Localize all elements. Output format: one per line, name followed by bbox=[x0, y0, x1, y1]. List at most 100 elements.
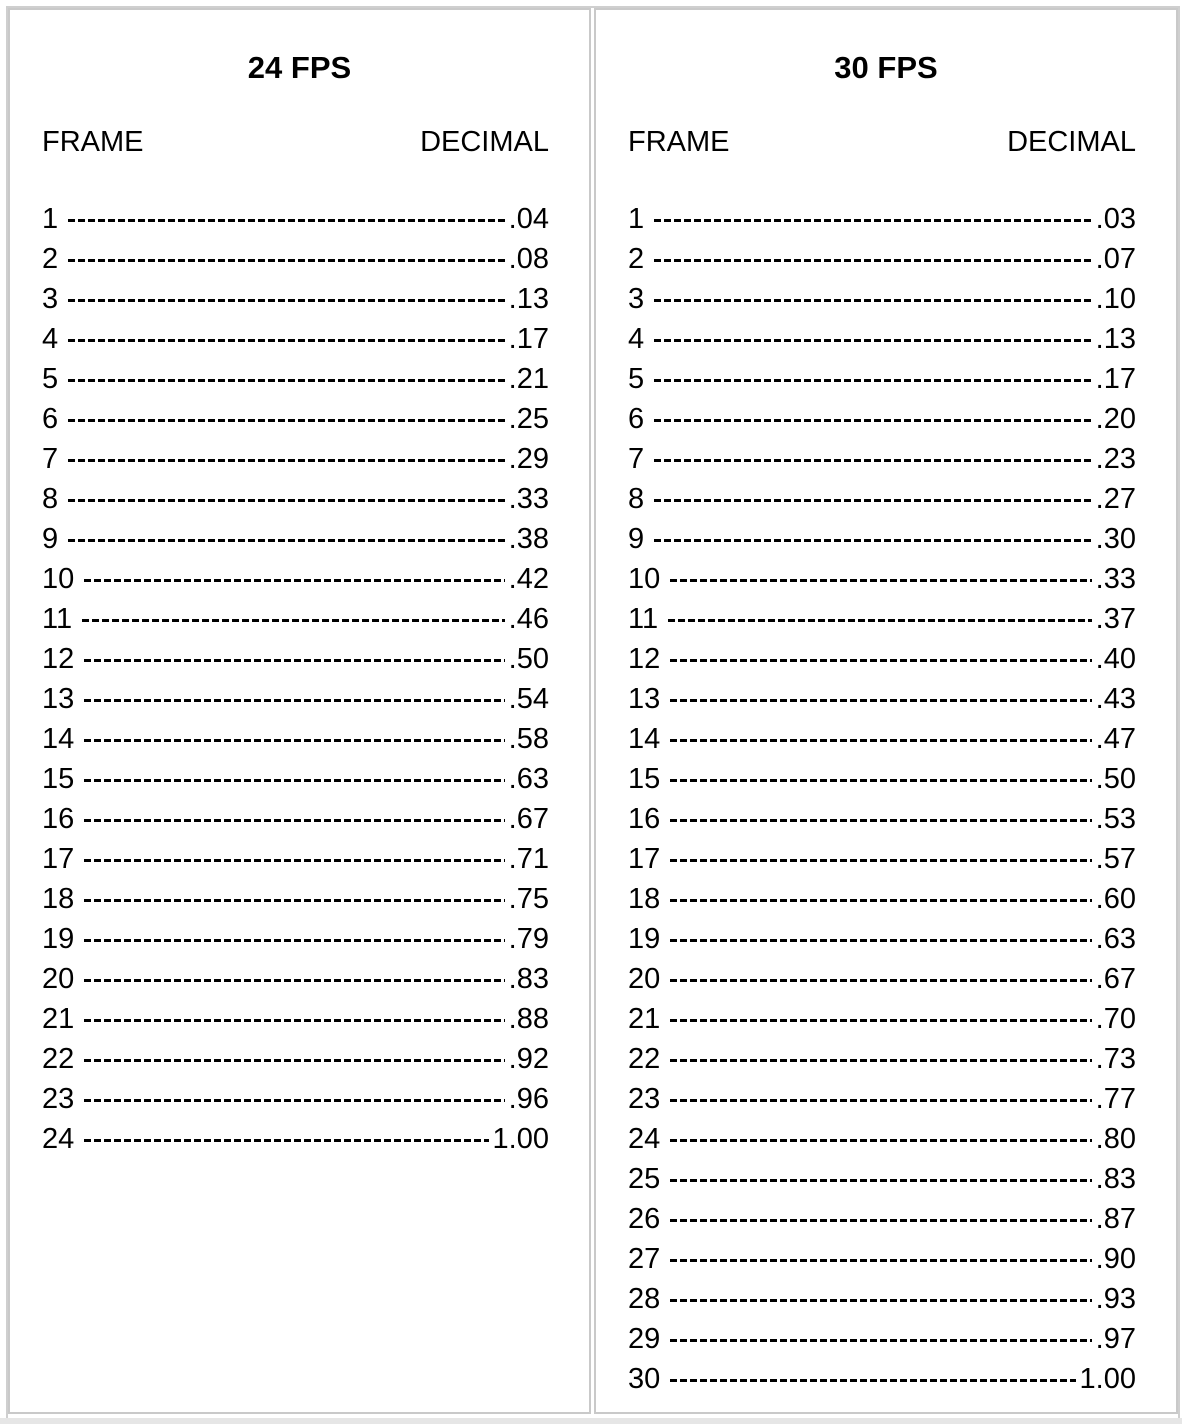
frame-number: 3 bbox=[42, 283, 59, 315]
dash-leader bbox=[654, 418, 1092, 422]
decimal-value: .07 bbox=[1095, 243, 1136, 275]
table-row: 13.54 bbox=[42, 679, 549, 719]
dash-leader bbox=[670, 1298, 1092, 1302]
frame-number: 5 bbox=[628, 363, 645, 395]
decimal-value: .17 bbox=[1095, 363, 1136, 395]
table-row: 21.88 bbox=[42, 999, 549, 1039]
dash-leader bbox=[670, 1018, 1092, 1022]
dash-leader bbox=[670, 978, 1092, 982]
decimal-value: .21 bbox=[508, 363, 549, 395]
frame-number: 5 bbox=[42, 363, 59, 395]
column-header-frame: FRAME bbox=[628, 126, 730, 158]
decimal-value: .33 bbox=[508, 483, 549, 515]
decimal-value: .08 bbox=[508, 243, 549, 275]
table-rows: 1.03 2.07 3.10 4.13 5.17 6.20 7.23 8.27 9.30 10.3… bbox=[628, 199, 1136, 1399]
decimal-value: .50 bbox=[1095, 763, 1136, 795]
frame-number: 27 bbox=[628, 1243, 661, 1275]
frame-number: 17 bbox=[42, 843, 75, 875]
frame-number: 11 bbox=[42, 603, 73, 635]
decimal-value: .53 bbox=[1095, 803, 1136, 835]
decimal-value: .20 bbox=[1095, 403, 1136, 435]
decimal-value: .87 bbox=[1095, 1203, 1136, 1235]
dash-leader bbox=[670, 898, 1092, 902]
table-row: 1.04 bbox=[42, 199, 549, 239]
decimal-value: .93 bbox=[1095, 1283, 1136, 1315]
frame-number: 30 bbox=[628, 1363, 661, 1395]
decimal-value: .25 bbox=[508, 403, 549, 435]
table-row: 30 1.00 bbox=[628, 1359, 1136, 1399]
decimal-value: .23 bbox=[1095, 443, 1136, 475]
frame-number: 4 bbox=[628, 323, 645, 355]
table-title: 24 FPS bbox=[247, 50, 352, 85]
table-row: 11.46 bbox=[42, 599, 549, 639]
table-row: 22.73 bbox=[628, 1039, 1136, 1079]
dash-leader bbox=[84, 578, 505, 582]
table-row: 10.33 bbox=[628, 559, 1136, 599]
table-row: 1.03 bbox=[628, 199, 1136, 239]
frame-number: 2 bbox=[42, 243, 59, 275]
frame-number: 15 bbox=[42, 763, 75, 795]
dash-leader bbox=[84, 938, 505, 942]
table-row: 17.71 bbox=[42, 839, 549, 879]
table-row: 5.21 bbox=[42, 359, 549, 399]
table-row: 6.20 bbox=[628, 399, 1136, 439]
table-row: 26.87 bbox=[628, 1199, 1136, 1239]
table-row: 24.80 bbox=[628, 1119, 1136, 1159]
frame-number: 9 bbox=[42, 523, 59, 555]
table-row: 27.90 bbox=[628, 1239, 1136, 1279]
frame-number: 10 bbox=[42, 563, 75, 595]
column-header-frame: FRAME bbox=[42, 126, 144, 158]
dash-leader bbox=[670, 938, 1092, 942]
dash-leader bbox=[668, 618, 1092, 622]
table-row: 19.63 bbox=[628, 919, 1136, 959]
dash-leader bbox=[68, 458, 505, 462]
decimal-value: .13 bbox=[508, 283, 549, 315]
frame-number: 24 bbox=[42, 1123, 75, 1155]
decimal-value: .40 bbox=[1095, 643, 1136, 675]
frame-number: 7 bbox=[42, 443, 59, 475]
decimal-value: .42 bbox=[508, 563, 549, 595]
table-row: 23.77 bbox=[628, 1079, 1136, 1119]
decimal-value: 1.00 bbox=[492, 1123, 549, 1155]
dash-leader bbox=[654, 458, 1092, 462]
table-row: 21.70 bbox=[628, 999, 1136, 1039]
frame-number: 20 bbox=[628, 963, 661, 995]
frame-number: 7 bbox=[628, 443, 645, 475]
dash-leader bbox=[654, 378, 1092, 382]
decimal-value: .80 bbox=[1095, 1123, 1136, 1155]
decimal-value: .63 bbox=[508, 763, 549, 795]
decimal-value: .38 bbox=[508, 523, 549, 555]
table-row: 8.27 bbox=[628, 479, 1136, 519]
dash-leader bbox=[654, 218, 1092, 222]
dash-leader bbox=[670, 1258, 1092, 1262]
frame-number: 21 bbox=[42, 1003, 75, 1035]
table-30fps: 30 FPS FRAME DECIMAL 1.03 2.07 3.10 4.13 5.1… bbox=[594, 8, 1178, 1414]
dash-leader bbox=[84, 858, 505, 862]
decimal-value: .73 bbox=[1095, 1043, 1136, 1075]
frame-number: 24 bbox=[628, 1123, 661, 1155]
decimal-value: 1.00 bbox=[1079, 1363, 1136, 1395]
dash-leader bbox=[68, 218, 505, 222]
dash-leader bbox=[68, 498, 505, 502]
dash-leader bbox=[654, 258, 1092, 262]
table-row: 12.50 bbox=[42, 639, 549, 679]
decimal-value: .27 bbox=[1095, 483, 1136, 515]
dash-leader bbox=[654, 498, 1092, 502]
frame-number: 10 bbox=[628, 563, 661, 595]
table-row: 8.33 bbox=[42, 479, 549, 519]
table-row: 28.93 bbox=[628, 1279, 1136, 1319]
frame-number: 9 bbox=[628, 523, 645, 555]
table-row: 16.53 bbox=[628, 799, 1136, 839]
dash-leader bbox=[670, 1098, 1092, 1102]
decimal-value: .79 bbox=[508, 923, 549, 955]
frame-number: 4 bbox=[42, 323, 59, 355]
decimal-value: .43 bbox=[1095, 683, 1136, 715]
table-row: 25.83 bbox=[628, 1159, 1136, 1199]
decimal-value: .88 bbox=[508, 1003, 549, 1035]
table-title: 30 FPS bbox=[834, 50, 938, 85]
decimal-value: .29 bbox=[508, 443, 549, 475]
frame-number: 13 bbox=[628, 683, 661, 715]
frame-number: 22 bbox=[628, 1043, 661, 1075]
decimal-value: .70 bbox=[1095, 1003, 1136, 1035]
decimal-value: .75 bbox=[508, 883, 549, 915]
